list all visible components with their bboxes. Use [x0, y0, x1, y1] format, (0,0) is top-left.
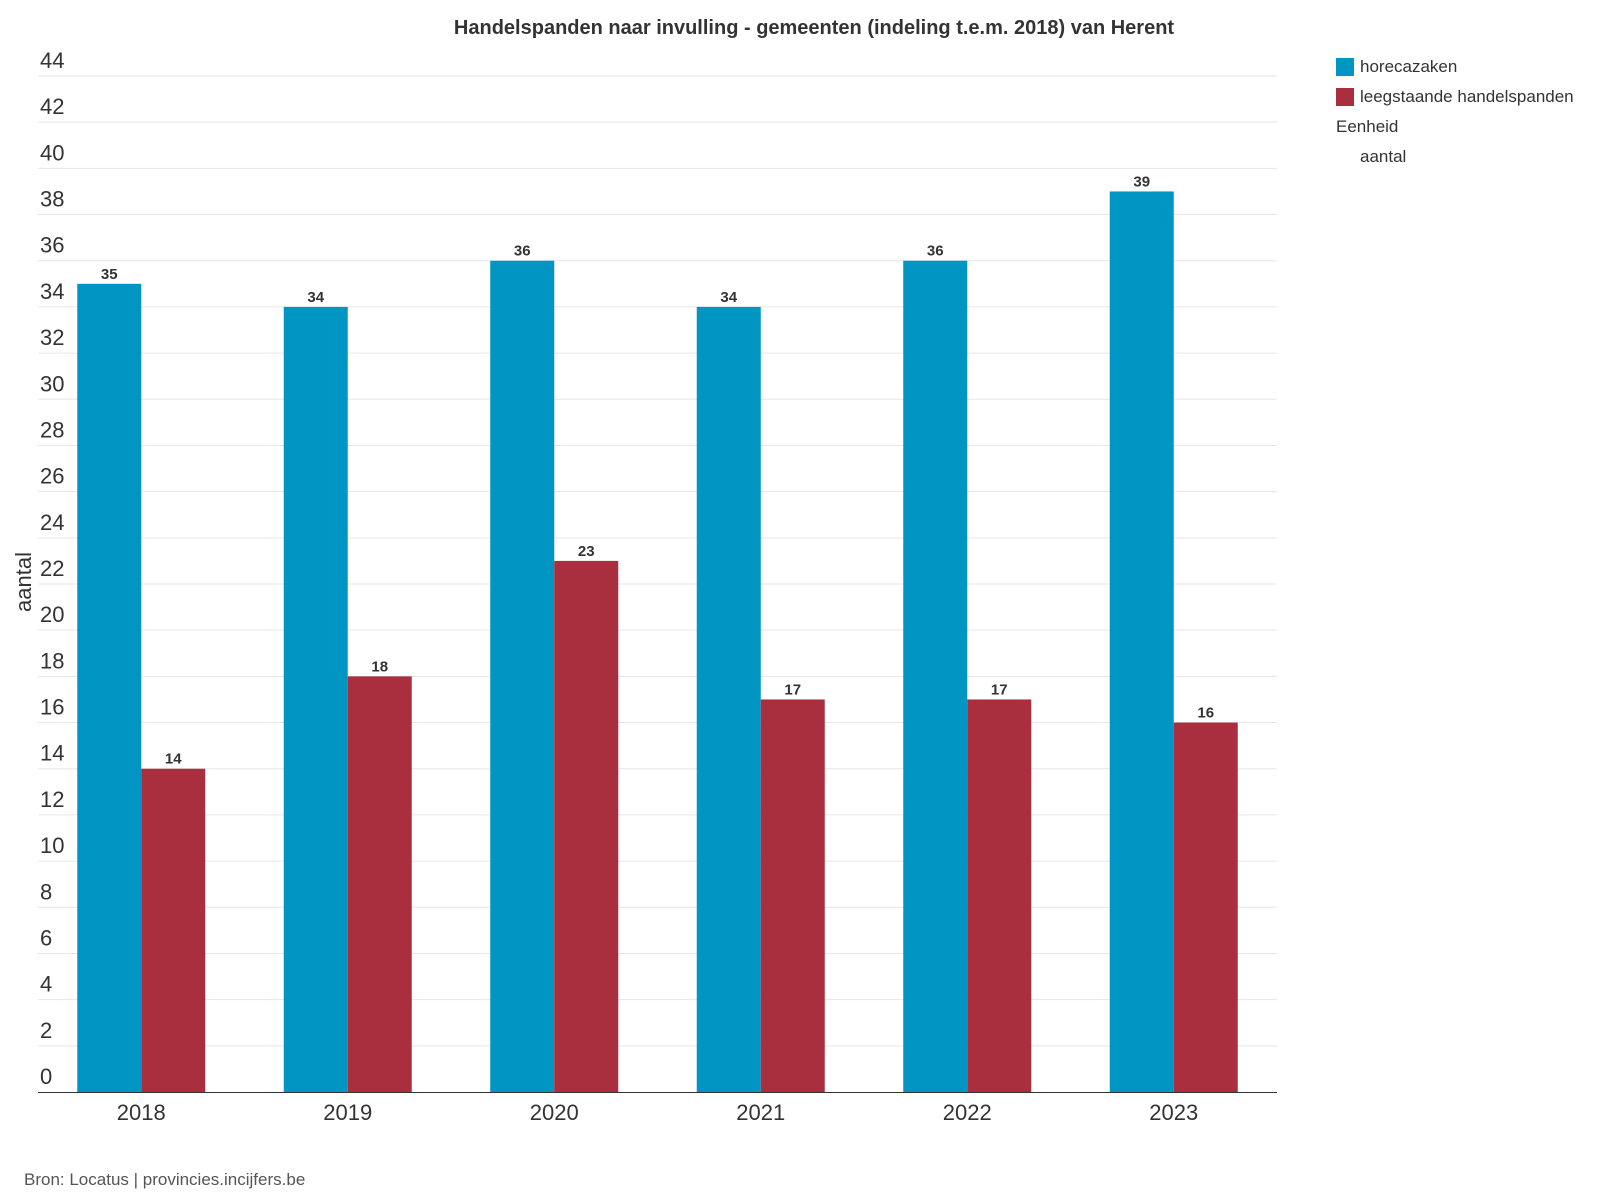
- y-tick-label: 30: [40, 371, 64, 396]
- data-label-leegstaande-handelspanden-2019: 18: [371, 658, 388, 675]
- y-tick-label: 44: [40, 48, 64, 73]
- bar-leegstaande-handelspanden-2019[interactable]: [347, 676, 412, 1092]
- y-tick-label: 36: [40, 233, 64, 258]
- data-label-leegstaande-handelspanden-2022: 17: [991, 681, 1008, 698]
- data-label-horecazaken-2023: 39: [1133, 173, 1150, 190]
- x-tick-label: 2022: [943, 1100, 992, 1125]
- source-note: Bron: Locatus | provincies.incijfers.be: [24, 1170, 306, 1189]
- data-label-leegstaande-handelspanden-2021: 17: [784, 681, 801, 698]
- chart-title: Handelspanden naar invulling - gemeenten…: [454, 17, 1174, 39]
- bar-horecazaken-2022[interactable]: [903, 260, 968, 1092]
- bar-horecazaken-2023[interactable]: [1109, 191, 1174, 1093]
- y-tick-label: 4: [40, 972, 52, 997]
- y-axis-ticks: 0246810121416182022242628303234363840424…: [40, 48, 64, 1089]
- y-tick-label: 16: [40, 695, 64, 720]
- data-label-leegstaande-handelspanden-2018: 14: [165, 751, 182, 768]
- y-tick-label: 34: [40, 279, 64, 304]
- y-tick-label: 12: [40, 787, 64, 812]
- bar-leegstaande-handelspanden-2022[interactable]: [967, 699, 1032, 1092]
- gridlines: [38, 75, 1277, 1047]
- x-tick-label: 2019: [323, 1100, 372, 1125]
- y-tick-label: 8: [40, 879, 52, 904]
- y-tick-label: 6: [40, 925, 52, 950]
- data-label-horecazaken-2021: 34: [720, 289, 737, 306]
- legend-label-leegstaande-handelspanden: leegstaande handelspanden: [1360, 87, 1574, 106]
- y-tick-label: 42: [40, 94, 64, 119]
- y-tick-label: 24: [40, 510, 64, 535]
- data-label-leegstaande-handelspanden-2023: 16: [1197, 705, 1214, 722]
- legend-item-leegstaande-handelspanden[interactable]: leegstaande handelspanden: [1336, 82, 1596, 112]
- x-tick-label: 2021: [736, 1100, 785, 1125]
- legend-swatch-leegstaande-handelspanden: [1336, 88, 1354, 106]
- y-tick-label: 38: [40, 187, 64, 212]
- y-tick-label: 28: [40, 417, 64, 442]
- legend-unit-title: Eenheid: [1336, 117, 1399, 136]
- x-tick-label: 2018: [117, 1100, 166, 1125]
- data-labels: 35 14 34 18 36 23 34 17 36 17 39 16: [101, 173, 1214, 767]
- y-tick-label: 22: [40, 556, 64, 581]
- x-axis-ticks: 2018 2019 2020 2021 2022 2023: [117, 1100, 1198, 1125]
- data-label-horecazaken-2020: 36: [514, 243, 531, 260]
- y-tick-label: 10: [40, 833, 64, 858]
- y-tick-label: 2: [40, 1018, 52, 1043]
- y-tick-label: 26: [40, 464, 64, 489]
- data-label-horecazaken-2022: 36: [927, 243, 944, 260]
- legend: horecazaken leegstaande handelspanden Ee…: [1336, 52, 1596, 172]
- x-tick-label: 2020: [530, 1100, 579, 1125]
- data-label-horecazaken-2019: 34: [307, 289, 324, 306]
- y-tick-label: 40: [40, 140, 64, 165]
- y-axis-title: aantal: [11, 552, 36, 612]
- bar-leegstaande-handelspanden-2020[interactable]: [554, 560, 619, 1092]
- y-tick-label: 20: [40, 602, 64, 627]
- bar-horecazaken-2021[interactable]: [696, 306, 761, 1093]
- y-tick-label: 18: [40, 648, 64, 673]
- legend-item-horecazaken[interactable]: horecazaken: [1336, 52, 1596, 82]
- bar-leegstaande-handelspanden-2018[interactable]: [141, 768, 206, 1092]
- data-label-horecazaken-2018: 35: [101, 266, 118, 283]
- bar-horecazaken-2019[interactable]: [283, 306, 348, 1093]
- bar-horecazaken-2020[interactable]: [490, 260, 555, 1092]
- y-tick-label: 0: [40, 1064, 52, 1089]
- bar-leegstaande-handelspanden-2023[interactable]: [1173, 722, 1238, 1092]
- y-tick-label: 14: [40, 741, 64, 766]
- legend-label-horecazaken: horecazaken: [1360, 57, 1458, 76]
- x-tick-label: 2023: [1149, 1100, 1198, 1125]
- data-label-leegstaande-handelspanden-2020: 23: [578, 543, 595, 560]
- bar-horecazaken-2018[interactable]: [77, 283, 142, 1092]
- legend-unit-value: aantal: [1360, 147, 1407, 166]
- y-tick-label: 32: [40, 325, 64, 350]
- legend-swatch-horecazaken: [1336, 58, 1354, 76]
- bars: [77, 191, 1238, 1093]
- bar-leegstaande-handelspanden-2021[interactable]: [760, 699, 825, 1092]
